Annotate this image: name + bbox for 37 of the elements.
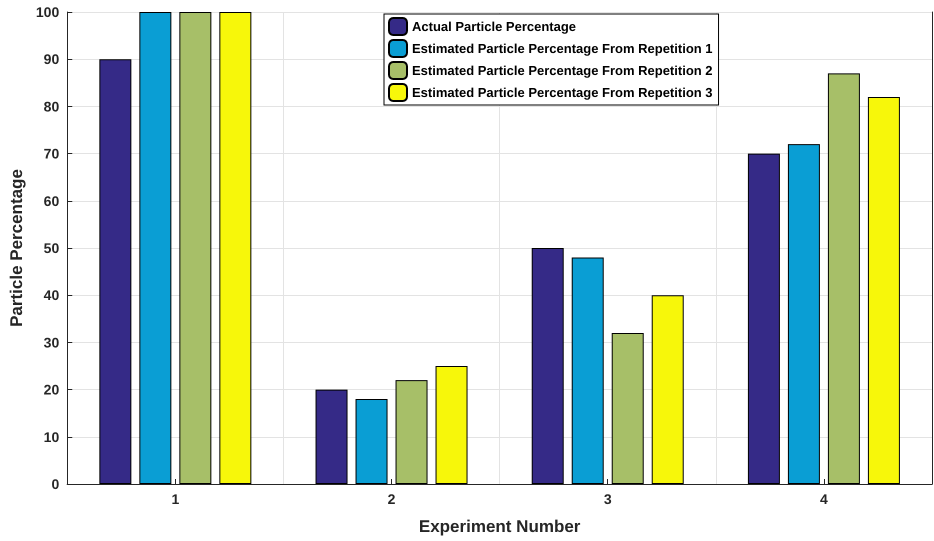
x-tick-label: 3 <box>604 491 612 507</box>
y-tick-label: 20 <box>44 382 60 398</box>
bar <box>219 12 252 484</box>
y-tick-label: 100 <box>36 4 60 20</box>
bar <box>828 73 860 484</box>
y-tick-label: 40 <box>44 287 60 304</box>
bar <box>316 390 348 484</box>
bar <box>612 332 644 484</box>
bar <box>572 257 604 484</box>
y-tick-label: 30 <box>44 334 60 350</box>
bar <box>436 366 468 484</box>
bar <box>139 12 172 484</box>
bar <box>179 12 212 484</box>
bar <box>788 144 820 484</box>
bar <box>99 59 132 484</box>
legend-label: Estimated Particle Percentage From Repetition 3 <box>412 85 713 100</box>
bar <box>396 380 428 484</box>
y-tick-label: 70 <box>44 146 60 162</box>
x-tick-label: 1 <box>171 491 180 507</box>
bar <box>652 295 684 484</box>
y-tick-label: 90 <box>44 51 60 68</box>
x-tick-label: 4 <box>820 491 828 507</box>
bar <box>748 154 780 484</box>
y-tick-label: 10 <box>44 428 60 445</box>
x-axis-title: Experiment Number <box>418 517 581 536</box>
legend-label: Estimated Particle Percentage From Repetition 1 <box>412 41 713 56</box>
x-tick-label: 2 <box>388 491 396 507</box>
legend-label: Estimated Particle Percentage From Repetition 2 <box>412 63 713 78</box>
y-tick-label: 80 <box>44 98 60 114</box>
bar <box>868 96 900 484</box>
legend-label: Actual Particle Percentage <box>412 19 576 34</box>
bar <box>356 399 388 484</box>
y-axis-title: Particle Percentage <box>7 169 26 327</box>
y-tick-label: 0 <box>51 476 60 492</box>
bar <box>532 248 564 484</box>
y-tick-label: 50 <box>44 240 60 256</box>
y-tick-label: 60 <box>44 192 60 209</box>
